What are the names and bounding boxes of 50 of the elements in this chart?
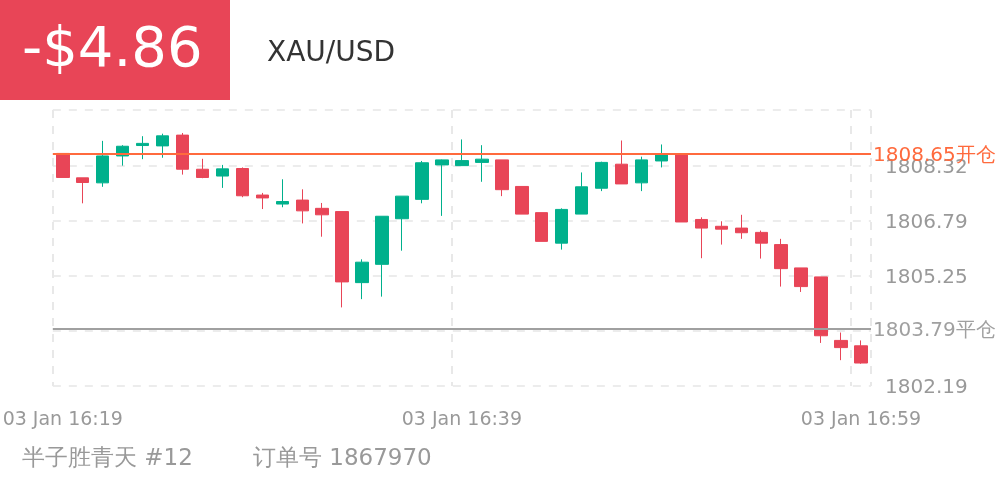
candlestick [555,207,568,251]
candlestick [535,212,548,242]
candlestick [455,138,469,167]
x-tick-label: 03 Jan 16:19 [2,406,123,429]
candlestick [176,132,189,176]
y-tick-label: 1806.79 [885,208,968,233]
text: 订单号 1867970 [253,443,432,470]
candlestick [96,140,109,188]
ref-line-label: 1803.79平仓 [873,316,996,341]
candlestick [156,133,169,159]
candlestick [595,161,608,192]
candlestick [236,166,249,198]
candlestick [854,339,868,365]
candlestick [296,188,309,224]
candlestick [76,177,89,204]
candlestick [515,185,529,215]
candlestick [735,214,748,240]
candlestick [834,332,848,361]
candlestick [715,220,728,246]
candlestick [495,159,509,197]
candlestick [615,140,628,185]
y-tick-label: 1802.19 [885,374,968,398]
candlestick [435,159,449,217]
candlestick [56,152,70,178]
candlestick [675,153,688,223]
candlestick [375,215,389,298]
candlestick [814,276,828,344]
x-tick-label: 03 Jan 16:59 [800,406,922,429]
chart-title: XAU/USD [267,34,396,68]
candlestick [276,178,289,208]
candlestick [635,156,648,192]
candlestick [136,135,149,160]
candlestick [755,230,768,260]
text: 半子胜青天 #12 [22,443,193,470]
candlestick [315,202,329,238]
y-tick-label: 1805.25 [885,264,968,289]
candlestick [395,195,409,252]
candlestick [335,211,349,308]
candlestick [794,267,808,293]
candlestick [355,258,369,300]
candlestick [415,160,429,204]
candlestick [774,238,788,288]
x-tick-label: 03 Jan 16:39 [401,406,523,429]
candlestick [216,164,229,189]
candlestick [575,171,588,215]
candlestick [256,192,269,210]
candlestick [475,144,489,183]
text: -$4.86 [22,13,203,79]
candlestick [196,158,209,179]
candlestick [695,216,708,259]
